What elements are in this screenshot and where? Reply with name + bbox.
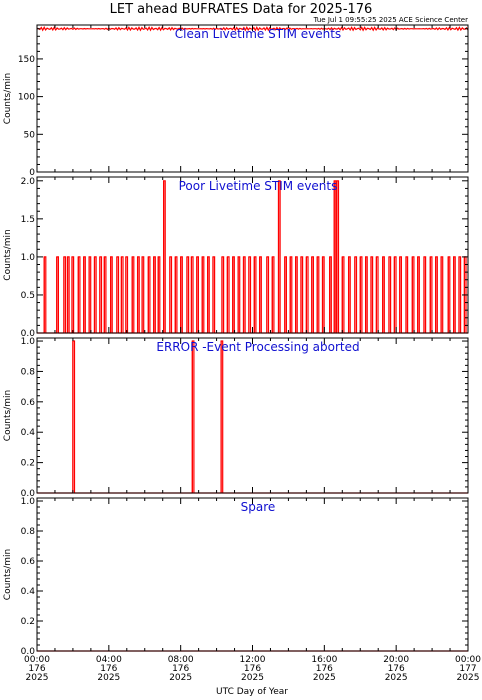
panel-poor-livetime: 0.0 0.5 1.0 1.5 2.0 Counts/min Poor Livetime S…: [3, 176, 469, 339]
y-axis-label: Counts/min: [3, 229, 13, 280]
x-tick-doy: 176: [172, 664, 189, 674]
y-tick-label: 0.0: [21, 489, 36, 499]
y-tick-label: 0.2: [21, 617, 35, 627]
y-tick-label: 0.5: [21, 291, 35, 301]
x-tick-doy: 176: [316, 664, 333, 674]
panel-title: Poor Livetime STIM events: [179, 179, 338, 193]
x-tick-time: 16:00: [311, 655, 337, 665]
y-tick-label: 1.0: [21, 497, 36, 507]
panel-error-aborted: 0.0 0.2 0.4 0.6 0.8 1.0 Counts/min ERROR -Event…: [3, 337, 469, 499]
x-tick-year: 2025: [385, 673, 408, 683]
panel-title: ERROR -Event Processing aborted: [156, 340, 359, 354]
panel-title: Spare: [241, 500, 276, 514]
x-tick-time: 00:00: [455, 655, 481, 665]
panel-spare: 0.0 0.2 0.4 0.6 0.8 1.0 Counts/min Spare: [3, 497, 469, 657]
y-tick-label: 1.5: [21, 215, 35, 225]
series-line: [37, 180, 468, 334]
y-axis-label: Counts/min: [3, 549, 13, 600]
panel-clean-livetime: 0 50 100 150 Counts/min Clean Livetime STIM e…: [3, 24, 469, 178]
plot-frame: [36, 337, 469, 494]
x-axis-label: UTC Day of Year: [216, 687, 288, 697]
y-tick-label: 0.8: [21, 367, 36, 377]
x-tick-year: 2025: [313, 673, 336, 683]
figure-title: LET ahead BUFRATES Data for 2025-176: [110, 2, 373, 17]
y-axis-label: Counts/min: [3, 390, 13, 441]
x-tick-time: 04:00: [96, 655, 122, 665]
x-tick-doy: 177: [459, 664, 476, 674]
x-tick-doy: 176: [100, 664, 117, 674]
x-tick-doy: 176: [244, 664, 261, 674]
y-axis-label: Counts/min: [3, 73, 13, 124]
x-tick-time: 20:00: [383, 655, 409, 665]
x-tick-year: 2025: [457, 673, 480, 683]
x-tick-year: 2025: [26, 673, 49, 683]
x-tick-time: 00:00: [24, 655, 50, 665]
y-tick-label: 100: [18, 93, 35, 103]
y-tick-label: 0.6: [21, 557, 36, 567]
y-tick-label: 0.2: [21, 459, 35, 469]
y-tick-label: 1.0: [21, 253, 36, 263]
x-tick-time: 08:00: [168, 655, 194, 665]
y-tick-label: 0.6: [21, 398, 36, 408]
y-tick-label: 2.0: [21, 177, 36, 187]
y-tick-label: 50: [24, 130, 36, 140]
y-tick-label: 150: [18, 55, 35, 65]
y-tick-label: 0.8: [21, 527, 36, 537]
x-tick-year: 2025: [241, 673, 264, 683]
x-tick-time: 12:00: [240, 655, 266, 665]
x-tick-doy: 176: [28, 664, 45, 674]
timestamp-stamp: Tue Jul 1 09:55:25 2025 ACE Science Cent…: [313, 16, 468, 24]
y-tick-label: 0.4: [21, 587, 36, 597]
panel-title: Clean Livetime STIM events: [175, 27, 341, 41]
x-tick-year: 2025: [97, 673, 120, 683]
x-tick-labels: 00:00176202504:00176202508:00176202512:0…: [24, 655, 481, 683]
x-tick-year: 2025: [169, 673, 192, 683]
panels: 0 50 100 150 Counts/min Clean Livetime STIM e…: [3, 24, 469, 657]
plot-frame: [36, 497, 469, 652]
plot-frame: [36, 24, 469, 173]
y-tick-label: 0.4: [21, 428, 36, 438]
y-tick-label: 0.0: [21, 647, 36, 657]
y-tick-label: 0.0: [21, 329, 36, 339]
x-tick-doy: 176: [388, 664, 405, 674]
series-line: [37, 340, 468, 494]
y-tick-label: 1.0: [21, 337, 36, 347]
y-tick-label: 0: [29, 168, 35, 178]
